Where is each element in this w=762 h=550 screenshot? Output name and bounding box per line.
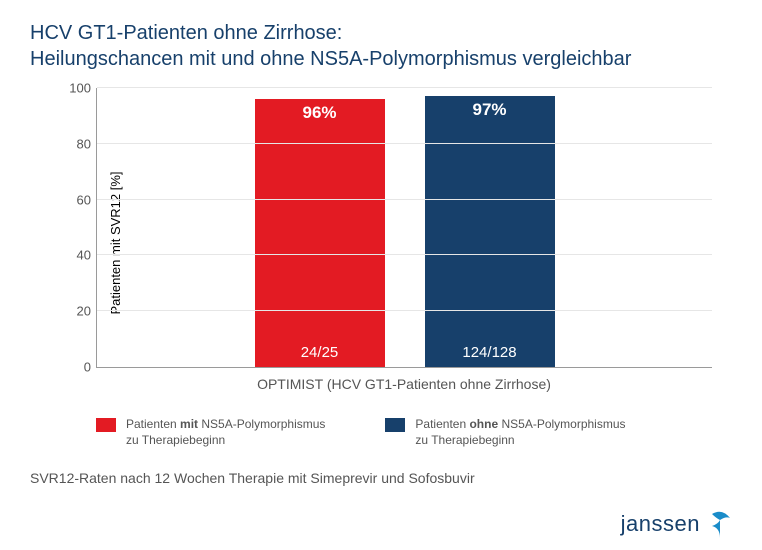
title-line-1: HCV GT1-Patienten ohne Zirrhose: (30, 22, 342, 44)
y-tick-label: 60 (77, 192, 91, 207)
chart-title: HCV GT1-Patienten ohne Zirrhose: Heilung… (30, 20, 732, 72)
chart-area: Patienten mit SVR12 [%] 96%24/2597%124/1… (80, 88, 712, 398)
x-axis-category-label: OPTIMIST (HCV GT1-Patienten ohne Zirrhos… (96, 376, 712, 392)
y-tick-label: 80 (77, 136, 91, 151)
legend-item: Patienten ohne NS5A-Polymorphismuszu The… (385, 416, 625, 448)
grid-line (97, 199, 712, 200)
plot-area: 96%24/2597%124/128 020406080100 (96, 88, 712, 368)
bar-value-label: 97% (425, 100, 555, 120)
grid-line (97, 254, 712, 255)
y-tick-label: 40 (77, 248, 91, 263)
bar: 96% 24/25 (255, 99, 385, 367)
bar-fraction-label: 24/25 (255, 344, 385, 361)
bars-group: 96% 24/25 97% 124/128 (97, 88, 712, 367)
legend-label: Patienten ohne NS5A-Polymorphismuszu The… (415, 416, 625, 448)
chart-container: HCV GT1-Patienten ohne Zirrhose: Heilung… (0, 0, 762, 550)
janssen-logo: janssen (621, 508, 734, 540)
logo-mark-icon (706, 508, 734, 540)
y-tick-label: 0 (84, 360, 91, 375)
legend-swatch-icon (385, 418, 405, 432)
bar: 97% 124/128 (425, 96, 555, 367)
grid-line (97, 310, 712, 311)
title-line-2: Heilungschancen mit und ohne NS5A-Polymo… (30, 48, 631, 70)
bar-fraction-label: 124/128 (425, 344, 555, 361)
legend-label: Patienten mit NS5A-Polymorphismuszu Ther… (126, 416, 325, 448)
bar-value-label: 96% (255, 103, 385, 123)
grid-line (97, 143, 712, 144)
legend-swatch-icon (96, 418, 116, 432)
y-tick-label: 100 (69, 81, 91, 96)
grid-line (97, 87, 712, 88)
legend-item: Patienten mit NS5A-Polymorphismuszu Ther… (96, 416, 325, 448)
legend: Patienten mit NS5A-Polymorphismuszu Ther… (96, 416, 732, 448)
footnote: SVR12-Raten nach 12 Wochen Therapie mit … (30, 470, 732, 486)
logo-text: janssen (621, 511, 700, 537)
y-tick-label: 20 (77, 304, 91, 319)
